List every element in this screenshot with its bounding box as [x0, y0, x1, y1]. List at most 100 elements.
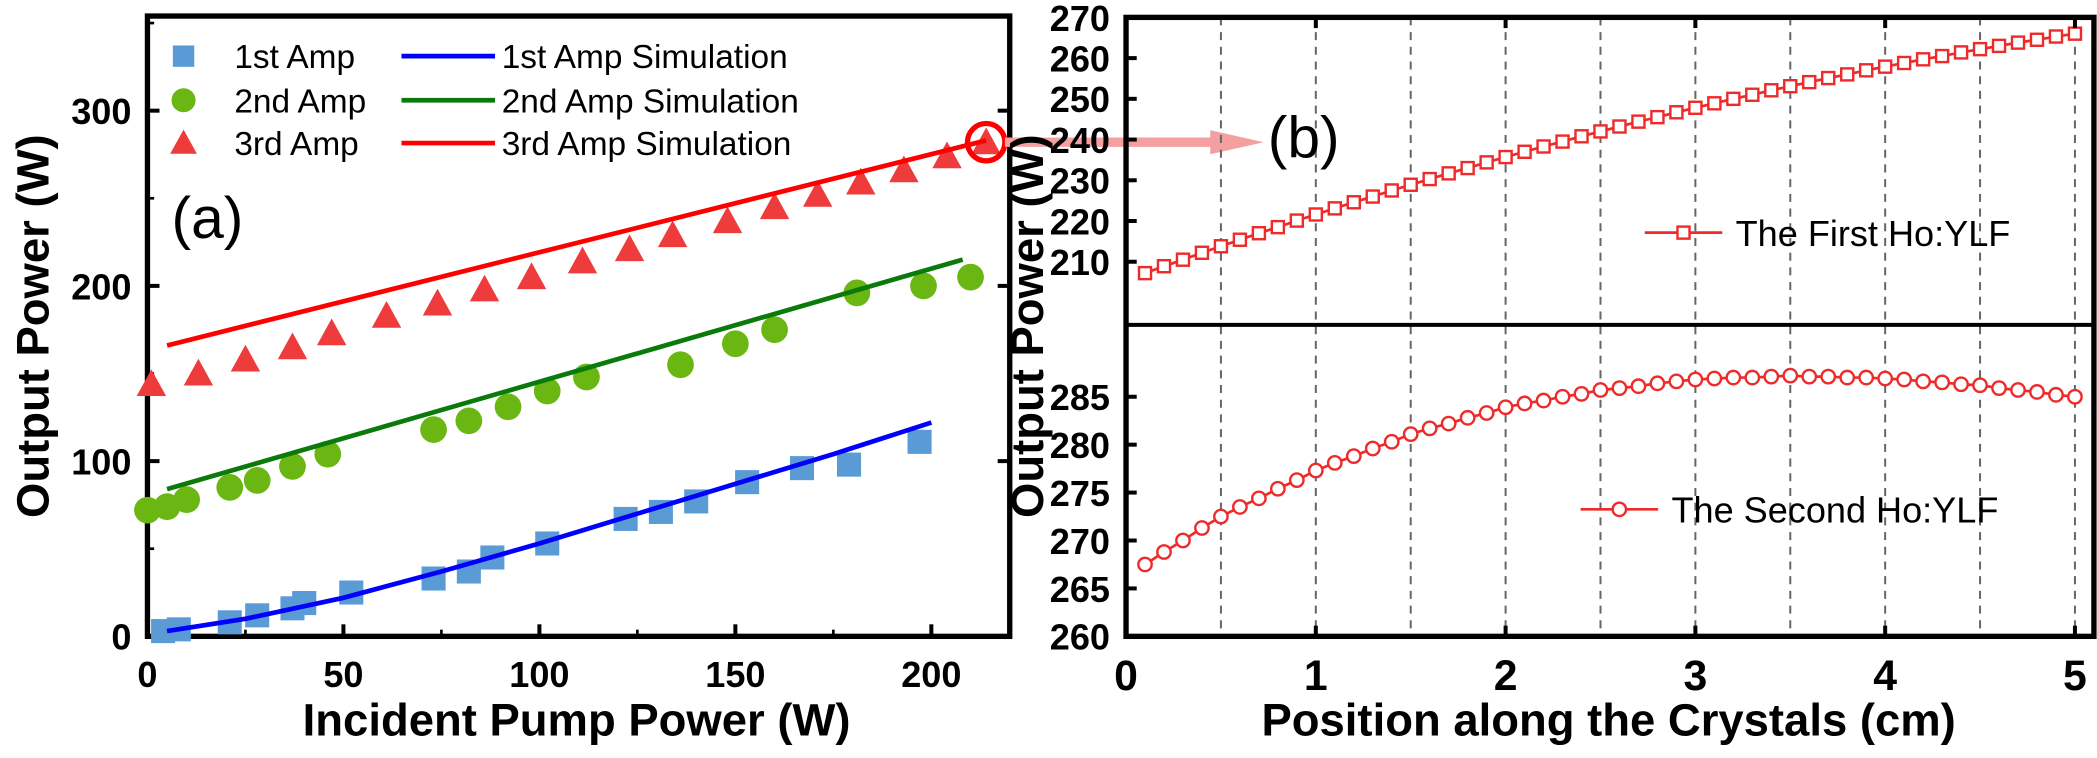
legend-label: 2nd Amp Simulation: [502, 83, 799, 120]
data-point-open-square: [1194, 245, 1210, 260]
y-tick-label: 260: [1050, 38, 1110, 79]
data-point-open-square: [1726, 91, 1741, 107]
data-point-open-circle: [1459, 409, 1476, 426]
data-point-open-square: [1612, 119, 1627, 134]
data-point-circle: [455, 407, 483, 435]
data-point-open-square: [1915, 52, 1931, 67]
data-point-open-circle: [1991, 380, 2007, 397]
data-point-open-square: [1327, 201, 1343, 216]
data-point-open-square: [1137, 265, 1153, 281]
legend-label: The First Ho:YLF: [1736, 213, 2011, 254]
data-point-open-circle: [1440, 415, 1457, 432]
data-point-open-square: [1688, 100, 1703, 116]
simulation-line-1: [166, 420, 933, 634]
panel-b-label: (b): [1268, 106, 1340, 171]
x-tick-label: 1: [1304, 652, 1328, 700]
data-point-triangle: [371, 300, 402, 328]
data-point-open-circle: [1288, 472, 1305, 489]
data-point-open-circle: [1478, 405, 1495, 421]
x-tick-label: 200: [901, 654, 961, 695]
data-point-open-circle: [1668, 373, 1685, 390]
data-point-open-square: [1574, 129, 1589, 144]
data-point-open-circle: [1232, 499, 1248, 515]
data-point-open-circle: [1877, 370, 1894, 387]
data-point-open-square: [1346, 195, 1361, 210]
data-point-open-circle: [1649, 375, 1666, 392]
data-point-open-square: [1650, 109, 1665, 125]
data-point-open-square: [1441, 166, 1456, 181]
data-point-open-square: [2010, 35, 2026, 50]
data-point-open-square: [1669, 105, 1684, 120]
y-tick-label: 240: [1050, 120, 1110, 161]
data-point-open-circle: [2029, 384, 2045, 400]
legend-marker-square: [172, 45, 195, 67]
data-point-open-circle: [2010, 382, 2026, 398]
y-tick-label: 210: [1050, 242, 1110, 283]
data-point-open-circle: [1383, 433, 1400, 450]
data-point-circle: [667, 351, 694, 379]
data-point-open-square: [1175, 252, 1191, 267]
data-point-triangle: [889, 155, 919, 183]
data-point-open-circle: [1839, 369, 1856, 386]
data-point-open-circle: [1801, 368, 1818, 385]
panel-a-x-axis-label: Incident Pump Power (W): [303, 694, 851, 745]
data-point-open-square: [1460, 160, 1475, 176]
data-point-open-circle: [1573, 385, 1590, 402]
panel-b-x-axis-label: Position along the Crystals (cm): [1261, 694, 1955, 745]
data-point-circle: [216, 474, 244, 501]
data-point-open-square: [1631, 114, 1646, 129]
data-point-open-square: [1479, 155, 1494, 170]
data-point-open-square: [2048, 29, 2064, 44]
panel-a-axes-frame: [144, 13, 1013, 640]
data-point-circle: [314, 440, 342, 468]
data-point-triangle: [316, 318, 347, 346]
data-point-open-circle: [1554, 388, 1571, 405]
x-tick-label: 50: [323, 654, 363, 695]
data-point-open-square: [1934, 48, 1950, 64]
data-point-triangle: [802, 180, 833, 207]
data-point-triangle: [712, 206, 743, 234]
data-point-triangle: [422, 288, 453, 316]
data-point-circle: [722, 330, 749, 358]
data-point-circle: [494, 393, 522, 421]
legend-label: 1st Amp: [234, 39, 355, 76]
data-point-triangle: [230, 344, 261, 372]
data-point-square: [837, 452, 862, 477]
y-tick-label: 275: [1050, 473, 1110, 514]
data-point-open-circle: [1934, 374, 1950, 391]
y-tick-label: 200: [71, 266, 131, 307]
data-point-open-square: [1498, 149, 1513, 165]
data-point-open-circle: [1611, 380, 1628, 397]
data-point-open-circle: [1516, 395, 1533, 412]
data-point-triangle: [657, 220, 688, 248]
legend-label: 3rd Amp: [234, 126, 358, 163]
x-tick-label: 100: [509, 654, 569, 695]
data-point-open-square: [1365, 189, 1380, 204]
arrow-head-icon: [1210, 130, 1264, 155]
data-point-open-circle: [1402, 426, 1419, 443]
y-tick-label: 0: [111, 617, 131, 658]
data-point-open-circle: [2048, 386, 2064, 403]
data-point-triangle: [516, 262, 547, 290]
y-tick-label: 285: [1050, 377, 1110, 418]
x-tick-label: 5: [2063, 652, 2087, 700]
legend-marker-open-circle: [1611, 501, 1628, 518]
data-point-triangle: [932, 141, 962, 169]
data-point-open-circle: [1782, 367, 1799, 384]
data-point-open-square: [1839, 67, 1855, 82]
legend-label: 3rd Amp Simulation: [502, 126, 792, 163]
data-point-circle: [420, 416, 447, 443]
data-point-open-circle: [1858, 369, 1875, 386]
data-point-open-square: [1232, 232, 1248, 247]
simulation-line-3: [166, 138, 987, 348]
y-tick-label: 100: [71, 441, 131, 482]
data-point-triangle: [469, 274, 500, 302]
y-tick-label: 260: [1050, 617, 1110, 658]
data-point-open-square: [1213, 239, 1229, 254]
x-tick-label: 0: [1114, 652, 1138, 700]
legend-label: The Second Ho:YLF: [1671, 490, 1998, 531]
data-point-circle: [957, 263, 984, 291]
data-point-open-circle: [1156, 544, 1172, 560]
curve-2: [1144, 374, 2076, 566]
data-point-open-square: [1953, 45, 1969, 60]
